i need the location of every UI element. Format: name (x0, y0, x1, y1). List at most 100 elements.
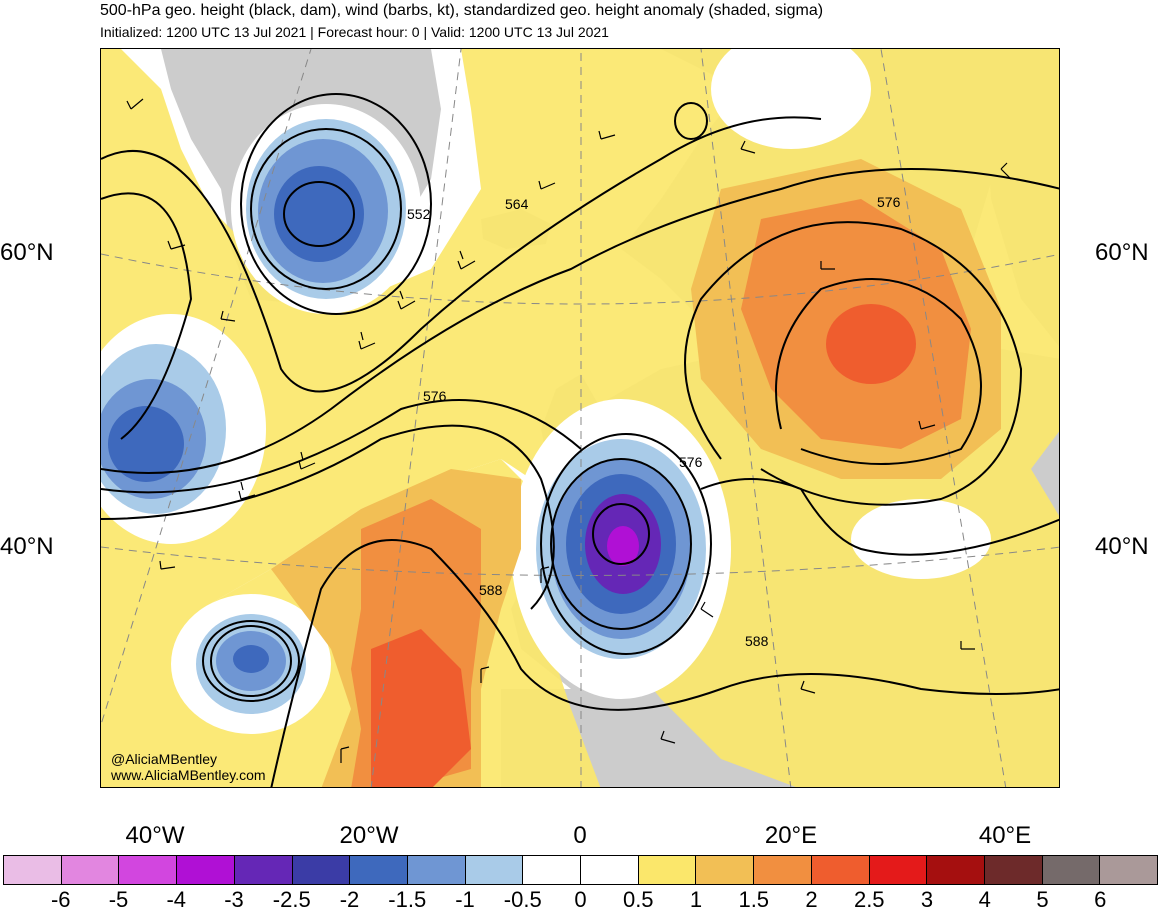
contour-label: 588 (479, 582, 503, 598)
graticule (101, 49, 1059, 787)
wind-barb (740, 140, 756, 154)
colorbar-tick-label: 4 (978, 887, 991, 912)
map-panel: 552 564 576 576 576 588 588 (100, 48, 1060, 788)
contour-label: 576 (877, 194, 901, 210)
wind-barb (220, 310, 236, 322)
contour-labels: 552 564 576 576 576 588 588 (407, 194, 901, 649)
wind-barb (598, 130, 616, 140)
colorbar-tick-label: -2.5 (272, 887, 311, 912)
colorbar-tick-label: -4 (166, 887, 187, 912)
colorbar-tick-label: 5 (1036, 887, 1049, 912)
contour-label: 576 (423, 388, 447, 404)
contour-label: 588 (745, 633, 769, 649)
colorbar (3, 855, 1158, 885)
contour-570 (101, 192, 193, 440)
colorbar-tick-label: -0.5 (503, 887, 542, 912)
colorbar-tick-label: 6 (1094, 887, 1107, 912)
lat-label-60n-left: 60°N (0, 239, 54, 266)
contour-588-east (700, 478, 1059, 556)
map-canvas: 552 564 576 576 576 588 588 (101, 49, 1059, 787)
contour-582 (101, 424, 555, 610)
anomaly-shading (101, 49, 1059, 787)
wind-barb (340, 746, 350, 763)
meridian-20w (370, 49, 462, 787)
colorbar-swatch (1100, 856, 1158, 884)
colorbar-swatch (984, 856, 1043, 884)
wind-barb (700, 601, 714, 618)
colorbar-swatch (638, 856, 697, 884)
contour-greenland-mid (250, 128, 402, 290)
contour-iberia-inner (592, 503, 650, 565)
colorbar-swatch (927, 856, 985, 884)
wind-barb (480, 666, 490, 683)
colorbar-swatch (350, 856, 408, 884)
lat-label-60n-right: 60°N (1095, 239, 1149, 266)
colorbar-swatch (234, 856, 293, 884)
colorbar-swatch (407, 856, 466, 884)
contour-iberia-outer (540, 433, 712, 655)
lon-label-40e: 40°E (978, 822, 1032, 849)
wind-barb (457, 250, 476, 270)
wind-barb (960, 641, 975, 650)
contour-greenland-inner (283, 181, 355, 247)
colorbar-swatch (581, 856, 639, 884)
anomaly-azores-core-3 (233, 645, 269, 673)
map-subtitle: Initialized: 1200 UTC 13 Jul 2021 | Fore… (100, 24, 609, 40)
contour-arctic-low (674, 102, 708, 140)
wind-barb (820, 261, 835, 270)
anomaly-greenland-core-3 (274, 166, 364, 262)
wind-barb (238, 481, 256, 500)
colorbar-tick-label: -6 (50, 887, 71, 912)
wind-barb (298, 451, 316, 470)
anomaly-iberia-core-5 (607, 526, 639, 566)
wind-barb (167, 240, 186, 250)
meridian-20e (700, 49, 792, 787)
contour-564 (101, 116, 822, 393)
parallel-60n (101, 253, 1059, 305)
lon-label-40w: 40°W (125, 822, 185, 849)
contour-azores-inner (210, 625, 292, 697)
colorbar-swatch (869, 856, 928, 884)
colorbar-tick-label: 2.5 (853, 887, 885, 912)
parallel-40n (101, 546, 1059, 576)
wind-barb (358, 331, 376, 350)
colorbar-swatch (1042, 856, 1101, 884)
colorbar-tick-label: -1 (455, 887, 475, 912)
wind-barb (800, 680, 816, 694)
colorbar-swatch (465, 856, 524, 884)
lon-label-20w: 20°W (339, 822, 399, 849)
colorbar-swatch (523, 856, 582, 884)
wind-barb (918, 420, 936, 430)
anomaly-black-sea-low (851, 499, 991, 579)
contour-label: 564 (505, 196, 529, 212)
colorbar-tick-label: -2 (339, 887, 360, 912)
colorbar-tick-label: 0.5 (622, 887, 654, 912)
colorbar-swatch (754, 856, 812, 884)
height-contours (101, 93, 1059, 787)
colorbar-swatch (4, 856, 62, 884)
wind-barb (397, 290, 416, 310)
anomaly-russia-peak (826, 304, 916, 384)
anomaly-atlantic-peak (371, 629, 471, 787)
colorbar-swatch (119, 856, 178, 884)
colorbar-tick-label: -3 (224, 887, 244, 912)
colorbar-tick-label: 1.5 (738, 887, 770, 912)
contour-label: 576 (679, 454, 703, 470)
meridian-40w (101, 49, 312, 727)
contour-iberia-mid (550, 458, 692, 630)
wind-barb (538, 180, 556, 190)
colorbar-tick-label: 0 (574, 887, 587, 912)
wind-barb (540, 566, 550, 583)
wind-barb (159, 560, 176, 570)
colorbar-tick-label: -1.5 (388, 887, 427, 912)
contour-576-north (101, 168, 1059, 474)
credit-url: www.AliciaMBentley.com (111, 767, 266, 783)
colorbar-tick-label: -5 (108, 887, 129, 912)
lon-label-20e: 20°E (764, 822, 818, 849)
map-title: 500-hPa geo. height (black, dam), wind (… (100, 2, 824, 19)
lat-label-40n-right: 40°N (1095, 533, 1149, 560)
colorbar-swatch (292, 856, 351, 884)
contour-greenland-outer (240, 93, 432, 315)
colorbar-swatch (696, 856, 755, 884)
colorbar-swatch (61, 856, 120, 884)
